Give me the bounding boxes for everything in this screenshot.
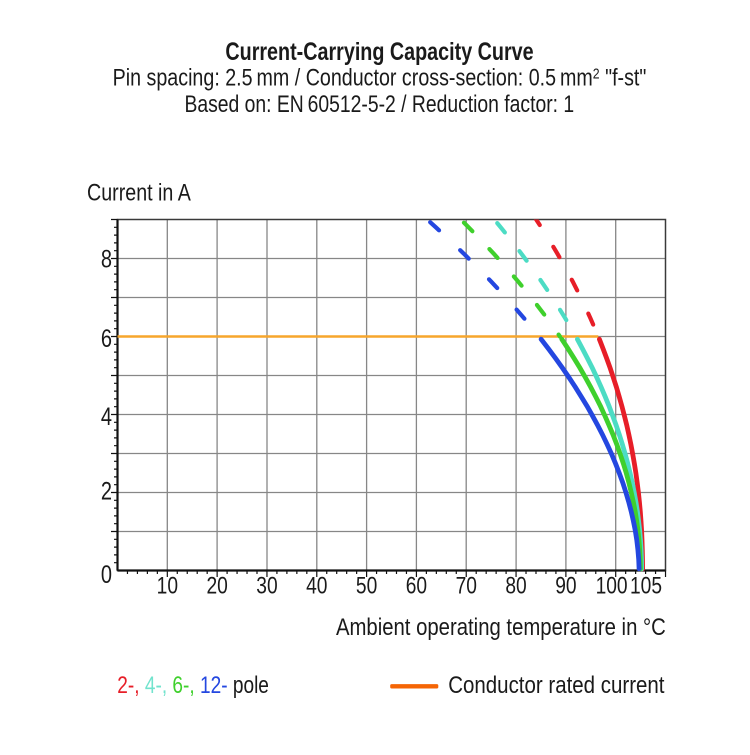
svg-text:2: 2 (101, 477, 112, 505)
svg-text:100: 100 (596, 571, 628, 599)
svg-text:20: 20 (206, 571, 227, 599)
svg-text:30: 30 (256, 571, 277, 599)
svg-text:80: 80 (505, 571, 526, 599)
svg-text:105: 105 (630, 571, 662, 599)
svg-text:70: 70 (456, 571, 477, 599)
svg-text:Conductor rated current: Conductor rated current (448, 671, 665, 698)
svg-text:4: 4 (101, 403, 112, 431)
svg-text:10: 10 (157, 571, 178, 599)
svg-text:50: 50 (356, 571, 377, 599)
svg-text:Current in A: Current in A (87, 179, 191, 206)
svg-text:Based on: EN 60512-5-2 / Reduc: Based on: EN 60512-5-2 / Reduction facto… (184, 90, 574, 118)
svg-text:6: 6 (101, 325, 112, 353)
svg-text:90: 90 (555, 571, 576, 599)
svg-text:Pin spacing: 2.5 mm / Conducto: Pin spacing: 2.5 mm / Conductor cross-se… (113, 64, 647, 91)
svg-text:8: 8 (101, 245, 112, 273)
svg-text:60: 60 (406, 571, 427, 599)
svg-text:Current-Carrying Capacity Curv: Current-Carrying Capacity Curve (225, 38, 533, 66)
svg-text:40: 40 (306, 571, 327, 599)
svg-text:Ambient operating temperature: Ambient operating temperature in °C (336, 613, 666, 640)
svg-text:0: 0 (101, 561, 112, 589)
svg-text:2-, 4-, 6-, 12- pole: 2-, 4-, 6-, 12- pole (117, 671, 269, 699)
